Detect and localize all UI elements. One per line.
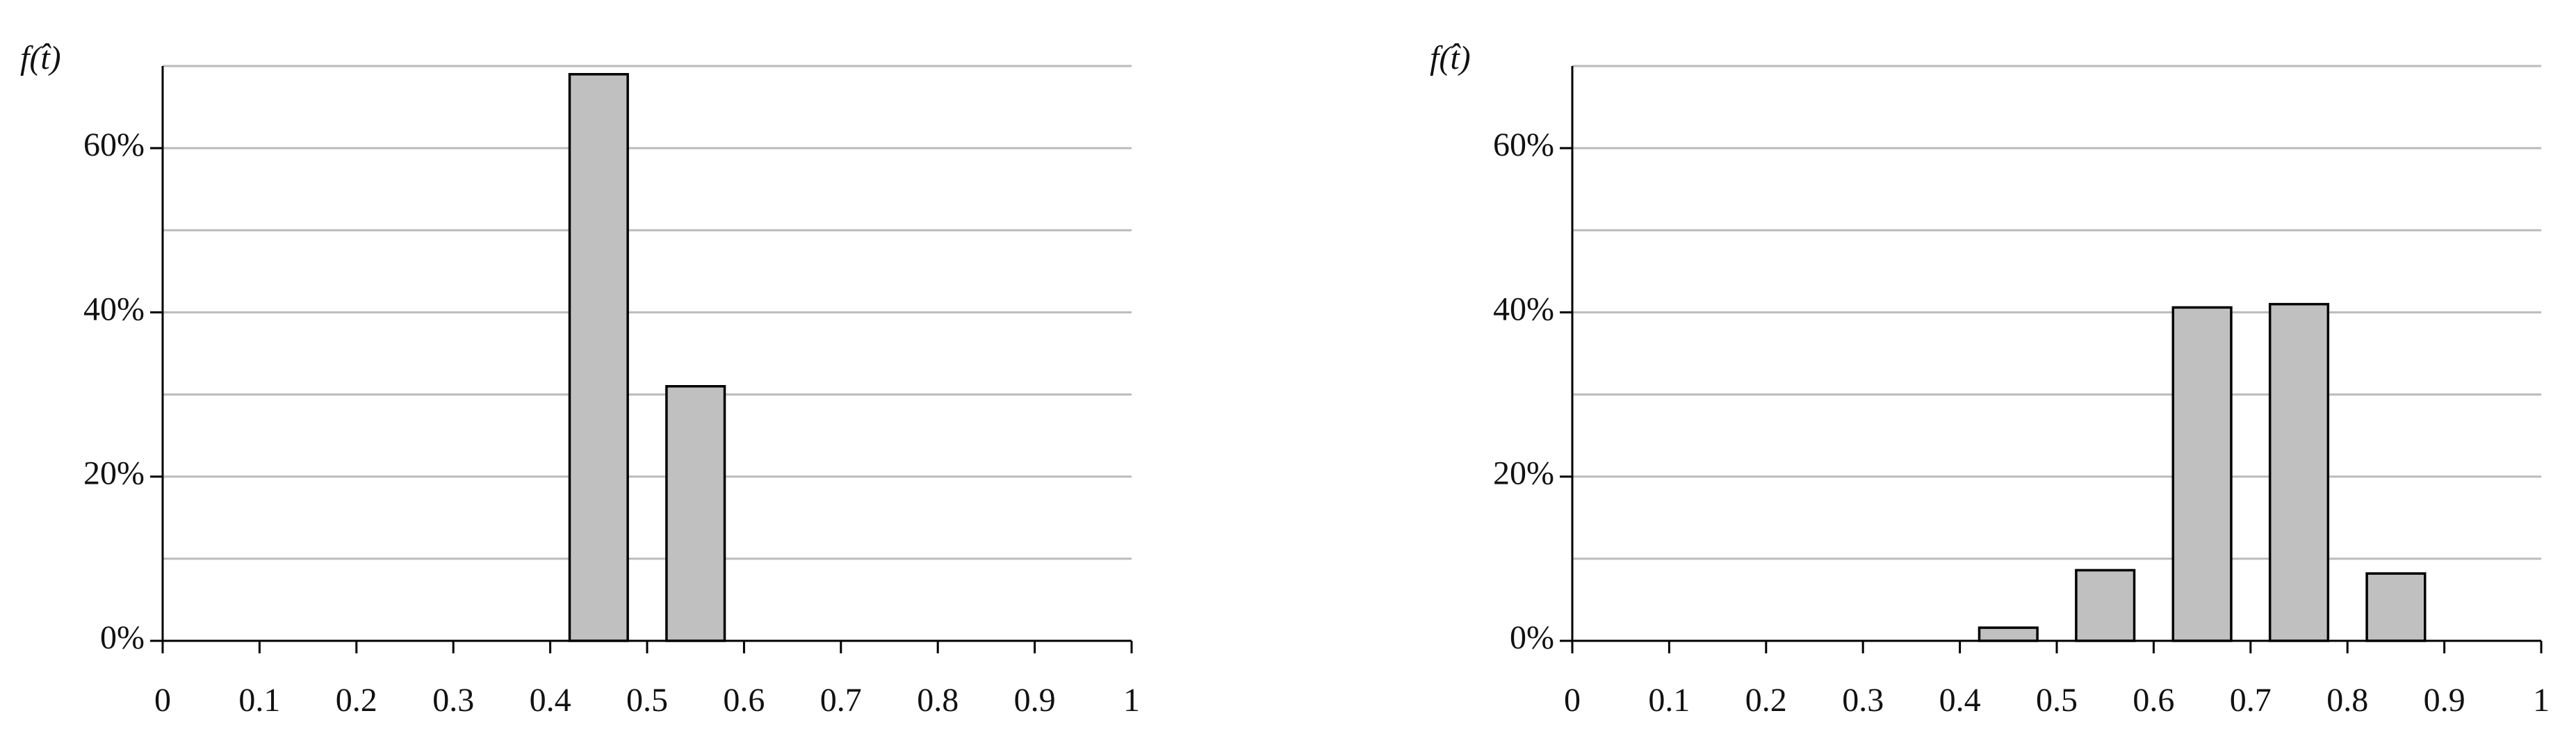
y-axis-label: f(t̂) xyxy=(20,40,61,76)
y-tick-label: 20% xyxy=(83,455,145,492)
bar xyxy=(2171,306,2233,642)
x-tick-label: 0.9 xyxy=(2424,682,2465,719)
x-tick-label: 0.7 xyxy=(820,682,862,719)
x-tick-label: 0.3 xyxy=(432,682,474,719)
x-tick-label: 0.6 xyxy=(723,682,765,719)
x-tick-label: 0.5 xyxy=(626,682,668,719)
y-tick-label: 60% xyxy=(83,126,145,163)
x-tick-label: 0.3 xyxy=(1842,682,1884,719)
x-tick-label: 0.2 xyxy=(336,682,377,719)
x-tick-label: 0 xyxy=(1564,682,1581,719)
x-tick-label: 0.7 xyxy=(2230,682,2272,719)
bar xyxy=(665,385,726,642)
x-tick-label: 0.8 xyxy=(2326,682,2368,719)
bar xyxy=(2365,572,2427,642)
x-tick-label: 0.4 xyxy=(1939,682,1981,719)
x-tick-label: 0.6 xyxy=(2133,682,2174,719)
x-tick-label: 1 xyxy=(1123,682,1140,719)
y-tick-label: 60% xyxy=(1493,126,1554,163)
x-tick-label: 0.1 xyxy=(1648,682,1690,719)
x-tick-label: 0.4 xyxy=(530,682,571,719)
x-tick-label: 0.8 xyxy=(917,682,959,719)
y-tick-label: 40% xyxy=(83,291,145,327)
x-tick-label: 1 xyxy=(2533,682,2550,719)
bar xyxy=(1978,626,2039,642)
y-tick-label: 0% xyxy=(100,619,145,656)
bar xyxy=(568,73,629,642)
y-tick-label: 40% xyxy=(1493,291,1554,327)
x-tick-label: 0 xyxy=(154,682,171,719)
bar xyxy=(2075,569,2136,642)
x-tick-label: 0.2 xyxy=(1745,682,1787,719)
x-tick-label: 0.9 xyxy=(1014,682,1056,719)
y-tick-label: 0% xyxy=(1510,619,1554,656)
y-axis-label: f(t̂) xyxy=(1430,40,1471,76)
x-tick-label: 0.1 xyxy=(238,682,280,719)
y-tick-label: 20% xyxy=(1493,455,1554,492)
bar xyxy=(2268,302,2330,642)
x-tick-label: 0.5 xyxy=(2036,682,2078,719)
